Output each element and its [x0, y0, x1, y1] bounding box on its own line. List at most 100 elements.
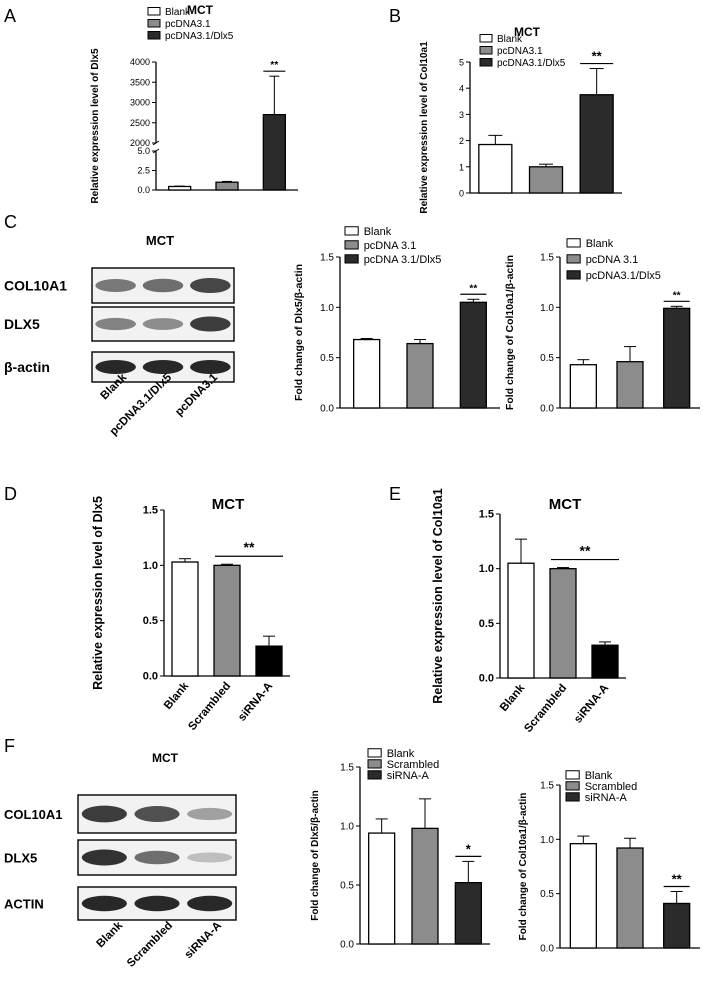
- significance-label: **: [672, 871, 683, 886]
- legend-entry: siRNA-A: [585, 792, 628, 804]
- y-tick-label: 0.0: [540, 944, 554, 955]
- legend-swatch: [566, 238, 581, 248]
- chart-B: MCT Relative expression level of Col10a1 0…: [419, 25, 622, 214]
- bar-siRNA-A: [663, 902, 691, 949]
- y-axis-label: Relative expression level of Col10a1: [431, 488, 445, 703]
- y-tick-label: 1.0: [340, 822, 354, 833]
- y-tick-label: 1.0: [320, 303, 334, 314]
- y-tick-label: 0.0: [540, 404, 554, 415]
- y-tick-label: 1.5: [540, 253, 554, 264]
- legend-entry: Blank: [364, 226, 392, 238]
- x-tick-label: Blank: [162, 680, 192, 712]
- legend-entry: Blank: [165, 7, 191, 18]
- y-tick-label: 0.5: [143, 615, 158, 627]
- bar-pcDNA 3.1: [616, 361, 644, 409]
- y-tick-label: 1.5: [320, 253, 334, 264]
- blot-band: [81, 895, 127, 912]
- blot-band: [134, 895, 180, 912]
- bar-Blank: [171, 561, 199, 677]
- legend-swatch: [479, 34, 493, 43]
- y-tick-label: 2500: [130, 118, 150, 128]
- blot-band: [95, 359, 136, 375]
- significance-label: **: [592, 49, 603, 64]
- y-tick-label: 1.5: [540, 781, 554, 792]
- legend-swatch: [565, 792, 580, 802]
- chart-title: MCT: [212, 496, 245, 513]
- legend-entry: pcDNA3.1: [497, 46, 543, 57]
- legend-swatch: [565, 770, 580, 780]
- y-axis-label: Relative expression level of Col10a1: [419, 41, 430, 214]
- blot-title: MCT: [146, 233, 174, 248]
- y-tick-label: 1.0: [540, 303, 554, 314]
- x-tick-label: Scrambled: [186, 680, 233, 733]
- chart-title: MCT: [187, 3, 214, 17]
- chart-F1: Fold change of Dlx5/β-actin 0.0 0.5 1.0 1.5 *…: [310, 748, 490, 951]
- legend-swatch: [566, 270, 581, 280]
- panel-label-A: A: [4, 6, 16, 26]
- y-axis-label: Fold change of Col10a1/β-actin: [504, 255, 516, 410]
- blot-band: [81, 849, 127, 866]
- y-tick-label: 1.0: [540, 835, 554, 846]
- blot-row-label: COL10A1: [4, 278, 67, 294]
- legend-swatch: [367, 770, 382, 780]
- y-tick-label: 2.5: [137, 166, 150, 176]
- y-tick-label: 0.0: [320, 404, 334, 415]
- panel-label-F: F: [4, 736, 15, 756]
- blot-band: [190, 316, 231, 332]
- bar-Blank: [507, 562, 535, 679]
- legend-swatch: [367, 748, 382, 758]
- blot-band: [134, 806, 180, 822]
- legend-swatch: [147, 19, 161, 28]
- significance-label: **: [469, 283, 477, 294]
- y-tick-label: 0.5: [540, 353, 554, 364]
- bar-Blank: [478, 143, 513, 194]
- bar-pcDNA3.1/Dlx5: [663, 307, 691, 409]
- blot-band: [134, 850, 180, 865]
- x-tick-label: siRNA-A: [236, 680, 275, 723]
- y-tick-label: 4000: [130, 57, 150, 67]
- y-tick-label: 0.5: [340, 881, 354, 892]
- bar-siRNA-A: [454, 881, 482, 945]
- y-tick-label: 3: [459, 110, 464, 120]
- legend-entry: Blank: [585, 770, 613, 782]
- legend-swatch: [344, 240, 359, 250]
- y-tick-label: 0.0: [479, 673, 494, 685]
- y-tick-label: 1.5: [143, 505, 158, 517]
- y-tick-label: 0.5: [320, 353, 334, 364]
- bar-Scrambled: [213, 564, 241, 677]
- bar-Blank: [353, 338, 381, 409]
- legend-entry: pcDNA3.1: [165, 19, 211, 30]
- bar-siRNA-A: [591, 644, 619, 679]
- blot-band: [81, 805, 127, 823]
- legend-entry: siRNA-A: [387, 770, 430, 782]
- y-axis-label: Fold change of Dlx5/β-actin: [293, 264, 305, 401]
- legend-entry: pcDNA 3.1/Dlx5: [364, 254, 442, 266]
- blot-band: [142, 278, 184, 293]
- blot-lane-label: Scrambled: [125, 920, 175, 970]
- bar-pcDNA3.1/Dlx5: [579, 94, 614, 194]
- y-tick-label: 1: [459, 162, 464, 172]
- y-tick-label: 1.0: [479, 563, 494, 575]
- y-axis-label: Fold change of Col10a1/β-actin: [518, 793, 529, 941]
- significance-label: **: [580, 543, 591, 559]
- chart-title: MCT: [514, 25, 541, 39]
- legend-entry: Scrambled: [387, 759, 440, 771]
- legend-entry: Blank: [387, 748, 415, 760]
- y-tick-label: 0.0: [340, 940, 354, 951]
- bar-Blank: [168, 185, 192, 191]
- y-axis-label: Relative expression level of Dlx5: [91, 496, 105, 690]
- legend-swatch: [367, 759, 382, 769]
- bar-Blank: [368, 832, 396, 945]
- blot-lane-label: siRNA-A: [183, 920, 224, 961]
- y-tick-label: 1.5: [340, 763, 354, 774]
- bar-Scrambled: [616, 847, 644, 949]
- chart-D: MCT Relative expression level of Dlx5 0.0 0…: [91, 496, 290, 733]
- chart-title: MCT: [549, 496, 582, 513]
- legend-entry: pcDNA3.1/Dlx5: [497, 58, 566, 69]
- bar-pcDNA3.1/Dlx5: [262, 114, 286, 191]
- panel-label-E: E: [389, 484, 401, 504]
- bar-pcDNA 3.1: [406, 342, 434, 409]
- legend-entry: pcDNA3.1/Dlx5: [586, 270, 661, 282]
- chart-C1: Fold change of Dlx5/β-actin 0.0 0.5 1.0 1.5 *…: [293, 226, 500, 415]
- blot-band: [95, 317, 136, 331]
